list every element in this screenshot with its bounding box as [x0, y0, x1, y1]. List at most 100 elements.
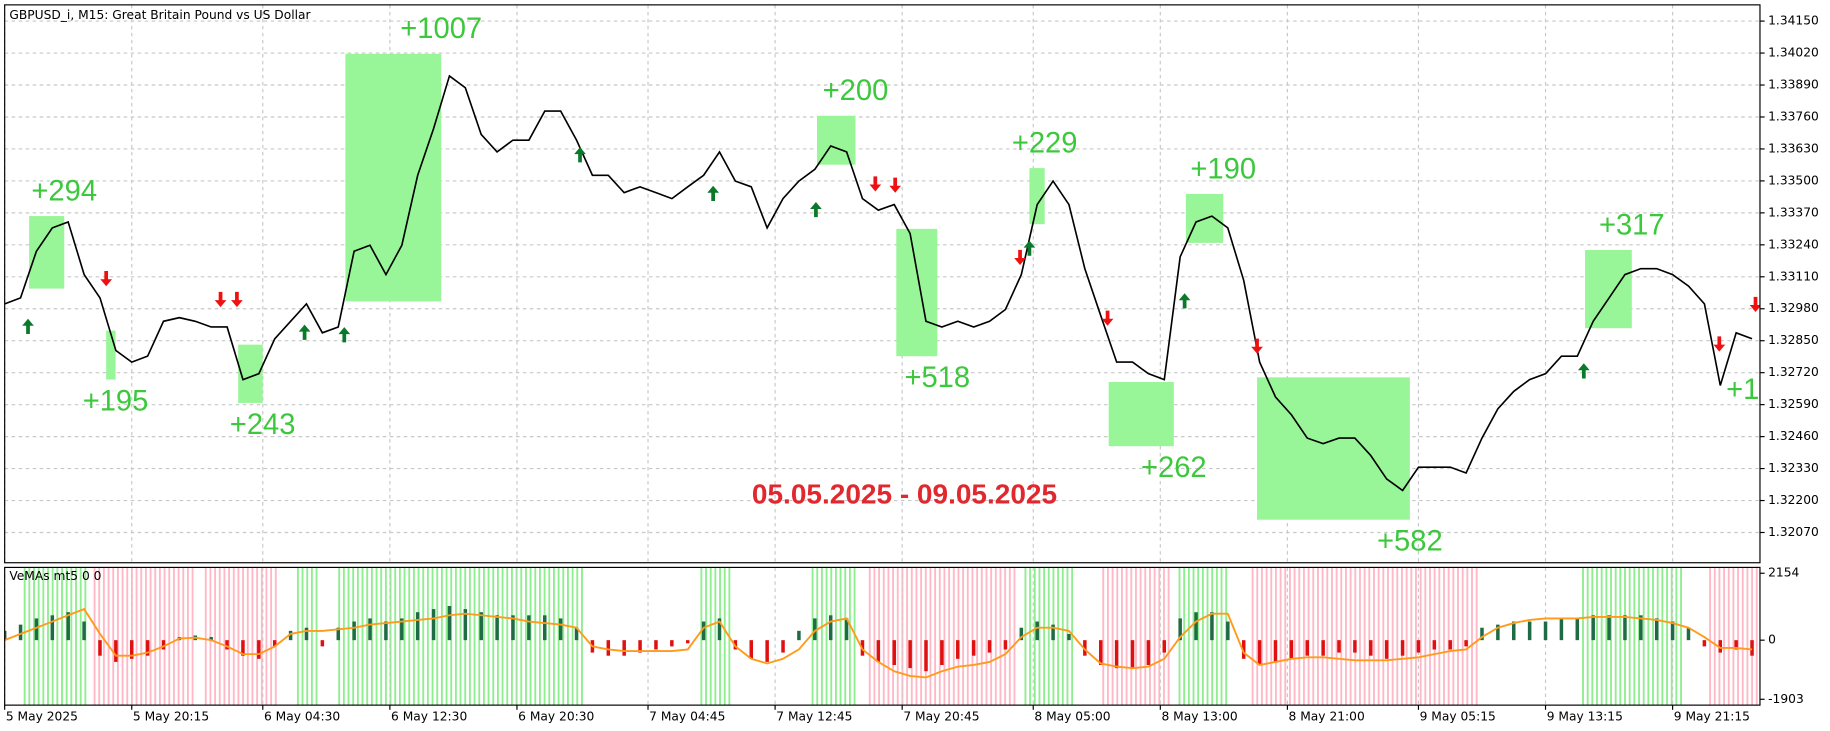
- zone-stripe: [1713, 567, 1716, 706]
- zone-stripe: [256, 567, 259, 706]
- zone-stripe: [1746, 567, 1749, 706]
- zone-stripe: [237, 567, 240, 706]
- zone-stripe: [130, 567, 133, 706]
- y-tick-label: 1.33370: [1768, 205, 1819, 219]
- zone-stripe: [389, 567, 392, 706]
- histogram-bar: [1114, 640, 1119, 669]
- zone-stripe: [878, 567, 881, 706]
- zone-stripe: [1270, 567, 1273, 706]
- date-range: 05.05.2025 - 09.05.2025: [752, 479, 1057, 510]
- zone-stripe: [1013, 567, 1016, 706]
- zone-stripe: [980, 567, 983, 706]
- zone-stripe: [920, 567, 923, 706]
- zone-stripe: [1043, 567, 1046, 706]
- zone-stripe: [1396, 567, 1399, 706]
- zone-stripe: [820, 567, 823, 706]
- zone-stripe: [1288, 567, 1291, 706]
- zone-stripe: [158, 567, 161, 706]
- zone-stripe: [361, 567, 364, 706]
- zone-stripe: [1457, 567, 1459, 706]
- zone-stripe: [581, 567, 583, 706]
- zone-stripe: [1111, 567, 1114, 706]
- zone-stripe: [811, 567, 814, 706]
- histogram-bar: [1337, 640, 1341, 653]
- indicator-frame: [4, 566, 1761, 706]
- zone-stripe: [296, 567, 299, 706]
- zone-stripe: [1619, 567, 1622, 706]
- histogram-bar: [1035, 621, 1039, 641]
- x-tick-label: 8 May 05:00: [1034, 709, 1110, 723]
- zone-stripe: [966, 567, 969, 706]
- histogram-bar: [1670, 621, 1675, 641]
- histogram-bar: [1512, 621, 1516, 641]
- indicator-y-tick-label: 0: [1768, 633, 1776, 647]
- histogram-bar: [797, 630, 801, 641]
- zone-stripe: [1415, 567, 1417, 706]
- zone-stripe: [1167, 567, 1170, 706]
- trade-box: [29, 216, 65, 289]
- x-tick-label: 7 May 04:45: [649, 709, 725, 723]
- histogram-bar: [1654, 618, 1659, 641]
- zone-stripe: [990, 567, 993, 706]
- x-tick-label: 6 May 12:30: [391, 709, 467, 723]
- zone-stripe: [168, 567, 171, 706]
- zone-stripe: [1349, 567, 1352, 706]
- histogram-bar: [1130, 640, 1135, 669]
- zone-stripe: [1183, 567, 1186, 706]
- histogram-bar: [1321, 640, 1325, 656]
- histogram-bar: [1496, 624, 1500, 641]
- zone-stripe: [121, 567, 124, 706]
- main-frame: [4, 4, 1761, 564]
- signal-arrow: [231, 291, 243, 308]
- zone-stripe: [1675, 567, 1678, 706]
- zone-stripe: [1596, 567, 1598, 706]
- histogram-bar: [1305, 640, 1309, 656]
- zone-stripe: [1642, 567, 1645, 706]
- zone-stripe: [971, 567, 974, 706]
- zone-stripe: [265, 567, 268, 706]
- zone-stripe: [553, 567, 555, 706]
- zone-stripe: [985, 567, 988, 706]
- zone-stripe: [896, 567, 899, 706]
- histogram-bar: [1750, 640, 1754, 656]
- zone-stripe: [135, 567, 138, 706]
- signal-arrow: [707, 185, 719, 201]
- zone-stripe: [1024, 567, 1027, 706]
- grid: [4, 4, 1760, 706]
- histogram-bar: [622, 640, 626, 656]
- zone-stripe: [301, 567, 304, 706]
- zone-stripe: [487, 567, 490, 706]
- histogram-bar: [1591, 615, 1595, 641]
- zone-stripe: [1125, 567, 1128, 706]
- x-tick-label: 6 May 04:30: [264, 709, 340, 723]
- histogram-bar: [765, 640, 769, 662]
- zone-stripe: [1061, 567, 1064, 706]
- zone-stripe: [342, 567, 345, 706]
- histogram-bar: [114, 640, 118, 662]
- zone-stripe: [915, 567, 918, 706]
- signal-arrow: [574, 147, 586, 163]
- histogram-bar: [209, 637, 213, 641]
- zone-stripe: [93, 567, 96, 706]
- histogram-bar: [384, 621, 388, 641]
- zone-stripe: [394, 567, 397, 706]
- histogram-bar: [18, 624, 23, 641]
- signal-arrow: [100, 271, 113, 287]
- zone-stripe: [403, 567, 406, 706]
- zone-stripe: [380, 567, 383, 706]
- histogram-bar: [4, 630, 7, 641]
- zone-stripe: [242, 567, 245, 706]
- y-tick-label: 1.32850: [1768, 333, 1819, 347]
- zone-stripe: [126, 567, 129, 706]
- zone-stripe: [260, 567, 263, 706]
- zone-stripe: [1256, 567, 1259, 706]
- zone-stripe: [1466, 567, 1469, 706]
- y-tick-label: 1.34150: [1768, 14, 1819, 28]
- indicator-title: VeMAs mt5 0 0: [9, 569, 101, 583]
- histogram-bar: [1432, 640, 1437, 650]
- zone-stripe: [1265, 567, 1268, 706]
- chart-title: GBPUSD_i, M15: Great Britain Pound vs US…: [9, 8, 311, 22]
- zone-stripe: [1387, 567, 1389, 706]
- zone-stripe: [1368, 567, 1371, 706]
